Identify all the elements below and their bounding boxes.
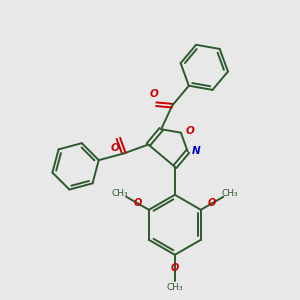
Text: O: O: [208, 198, 216, 208]
Text: O: O: [134, 198, 142, 208]
Text: CH₃: CH₃: [221, 189, 238, 198]
Text: O: O: [171, 263, 179, 273]
Text: CH₃: CH₃: [167, 283, 183, 292]
Text: O: O: [186, 126, 195, 136]
Text: N: N: [192, 146, 200, 157]
Text: O: O: [150, 89, 159, 99]
Text: O: O: [111, 143, 120, 153]
Text: CH₃: CH₃: [112, 189, 129, 198]
